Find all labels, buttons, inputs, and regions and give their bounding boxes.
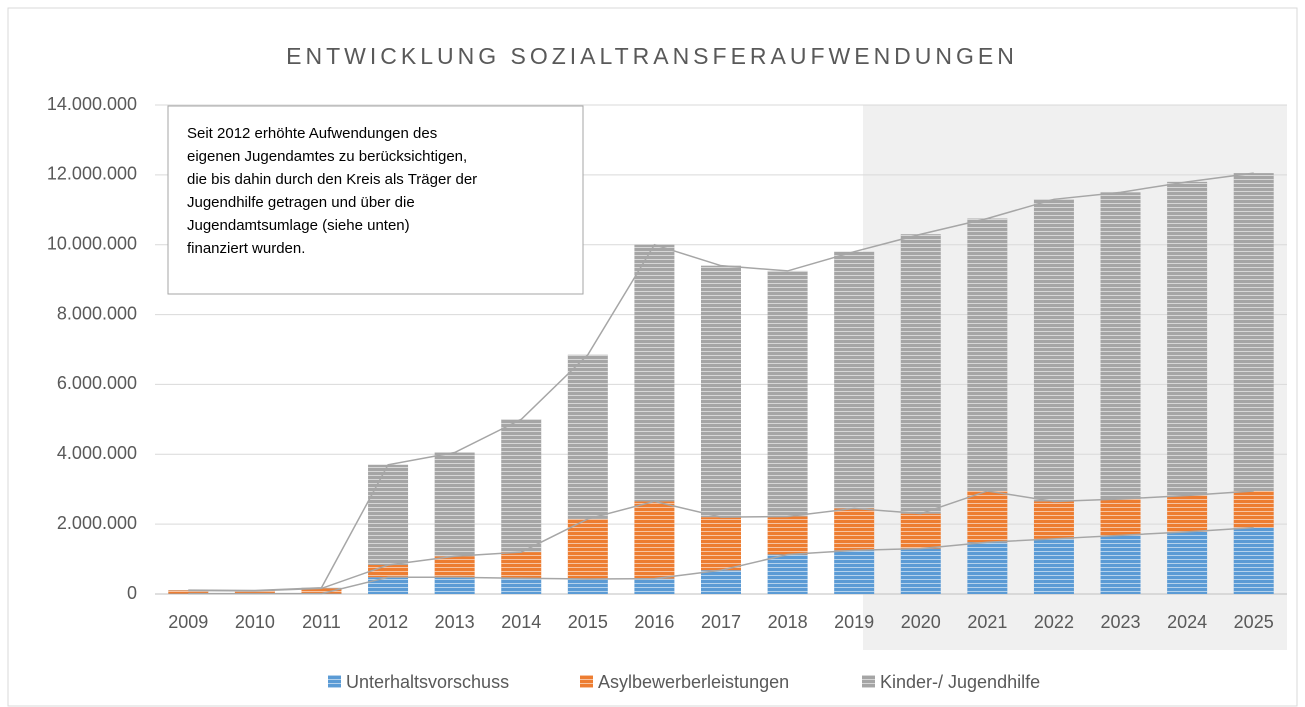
x-tick-label: 2025 xyxy=(1234,612,1274,632)
bar-stripes xyxy=(567,578,608,594)
bar-stripes xyxy=(634,244,675,502)
legend-swatch-stripes xyxy=(328,675,341,688)
bar-stripes xyxy=(701,265,741,518)
annotation-line: Jugendamtsumlage (siehe unten) xyxy=(187,217,410,234)
legend-swatch-stripes xyxy=(580,675,593,688)
x-tick-label: 2012 xyxy=(368,612,408,632)
x-tick-label: 2014 xyxy=(501,612,541,632)
annotation-line: die bis dahin durch den Kreis als Träger… xyxy=(187,171,477,188)
bar-stripes xyxy=(634,578,675,594)
stack-line xyxy=(188,526,1254,595)
bar-stripes xyxy=(634,501,675,579)
x-tick-label: 2013 xyxy=(435,612,475,632)
annotation: Seit 2012 erhöhte Aufwendungen des eigene… xyxy=(187,125,477,257)
bar-stripes xyxy=(434,577,475,594)
x-tick-label: 2024 xyxy=(1167,612,1207,632)
bar-stripes xyxy=(767,554,808,594)
bar-stripes xyxy=(434,556,475,578)
bar-stripes xyxy=(1033,538,1074,594)
bar-stripes xyxy=(501,578,542,594)
bar-stripes xyxy=(434,452,475,557)
bar-stripes xyxy=(368,565,409,578)
bar-stripes xyxy=(368,577,409,594)
bar-stripes xyxy=(701,570,741,594)
y-tick-label: 14.000.000 xyxy=(47,94,137,114)
bars xyxy=(168,173,1274,594)
bar-stripes xyxy=(1167,531,1208,594)
bar-stripes xyxy=(767,516,808,555)
y-tick-label: 4.000.000 xyxy=(57,443,137,463)
legend: Unterhaltsvorschuss Asylbewerberleistunge… xyxy=(328,672,1040,692)
bar-stripes xyxy=(900,513,941,549)
bar-stripes xyxy=(834,550,875,594)
legend-swatch-stripes xyxy=(862,675,875,688)
bar-stripes xyxy=(834,508,875,551)
bar-stripes xyxy=(1167,495,1208,532)
x-tick-label: 2017 xyxy=(701,612,741,632)
bar-stripes xyxy=(834,251,875,509)
legend-label: Kinder-/ Jugendhilfe xyxy=(880,672,1040,692)
bar-stripes xyxy=(1033,199,1074,502)
bar-stripes xyxy=(1167,181,1208,496)
bar-stripes xyxy=(501,419,542,553)
y-tick-label: 12.000.000 xyxy=(47,164,137,184)
annotation-line: eigenen Jugendamtes zu berücksichtigen, xyxy=(187,148,467,165)
bar-stripes xyxy=(967,490,1008,543)
chart-title: ENTWICKLUNG SOZIALTRANSFERAUFWENDUNGEN xyxy=(286,43,1018,69)
lines xyxy=(188,172,1254,595)
bar-stripes xyxy=(1233,490,1274,528)
bar-stripes xyxy=(168,590,209,594)
y-tick-label: 8.000.000 xyxy=(57,303,137,323)
x-tick-label: 2016 xyxy=(634,612,674,632)
legend-label: Asylbewerberleistungen xyxy=(598,672,789,692)
bar-stripes xyxy=(1100,192,1141,499)
bar-stripes xyxy=(501,552,542,579)
annotation-box xyxy=(167,105,584,295)
bar-stripes xyxy=(301,588,342,594)
bar-stripes xyxy=(900,234,941,514)
y-tick-label: 0 xyxy=(127,583,137,603)
y-tick-label: 6.000.000 xyxy=(57,373,137,393)
x-tick-label: 2021 xyxy=(967,612,1007,632)
x-tick-label: 2022 xyxy=(1034,612,1074,632)
bar-stripes xyxy=(1100,498,1141,536)
bar-stripes xyxy=(967,542,1008,594)
x-tick-label: 2009 xyxy=(168,612,208,632)
bar-stripes xyxy=(701,517,741,571)
y-tick-label: 10.000.000 xyxy=(47,233,137,253)
bar-stripes xyxy=(368,464,409,566)
bar-stripes xyxy=(567,354,608,519)
annotation-line: Seit 2012 erhöhte Aufwendungen des xyxy=(187,125,437,142)
x-tick-label: 2011 xyxy=(302,612,341,632)
x-tick-label: 2020 xyxy=(901,612,941,632)
bar-stripes xyxy=(1233,527,1274,594)
bar-stripes xyxy=(900,548,941,594)
legend-label: Unterhaltsvorschuss xyxy=(346,672,509,692)
x-tick-label: 2018 xyxy=(768,612,808,632)
y-tick-label: 2.000.000 xyxy=(57,513,137,533)
bar-stripes xyxy=(967,218,1008,491)
bar-stripes xyxy=(567,518,608,579)
x-tick-label: 2015 xyxy=(568,612,608,632)
bar-stripes xyxy=(1233,173,1274,491)
annotation-line: Jugendhilfe getragen und über die xyxy=(187,194,415,211)
bar-stripes xyxy=(767,270,808,517)
stack-line xyxy=(188,490,1254,592)
x-tick-label: 2010 xyxy=(235,612,275,632)
bar-stripes xyxy=(1100,535,1141,594)
bar-stripes xyxy=(1033,501,1074,539)
x-tick-label: 2023 xyxy=(1101,612,1141,632)
annotation-line: finanziert wurden. xyxy=(187,240,305,257)
x-tick-label: 2019 xyxy=(834,612,874,632)
bar-stripes xyxy=(234,590,275,594)
stack-line xyxy=(188,172,1254,592)
